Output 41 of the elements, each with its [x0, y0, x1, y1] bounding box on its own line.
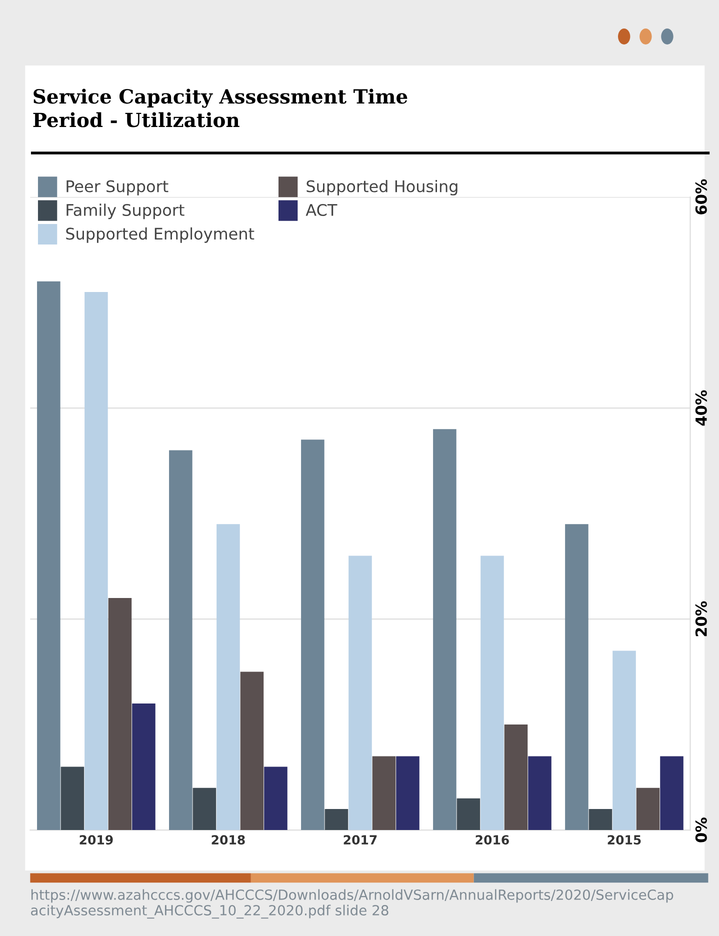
bar	[169, 450, 192, 830]
bar	[504, 724, 528, 830]
bar	[480, 556, 504, 830]
bar	[60, 766, 84, 830]
x-tick-label: 2018	[212, 835, 245, 845]
legend-label: ACT	[306, 204, 338, 216]
x-tick-label: 2019	[80, 835, 113, 845]
bar	[588, 808, 612, 830]
chart-title: Service Capacity Assessment Time Period - Utilization	[33, 88, 408, 128]
bar	[264, 766, 288, 830]
bar	[660, 756, 684, 830]
bar	[324, 808, 348, 830]
x-tick-label: 2016	[476, 835, 509, 845]
bar	[396, 756, 420, 830]
bar	[565, 524, 588, 830]
legend-label: Supported Employment	[66, 227, 254, 243]
bar	[528, 756, 552, 830]
x-tick-label: 2017	[344, 835, 377, 845]
legend-label: Family Support	[66, 204, 184, 220]
legend-label: Peer Support	[66, 180, 168, 196]
y-tick-label: 20%	[695, 601, 707, 636]
y-tick-label: 60%	[695, 179, 707, 214]
bar	[348, 556, 372, 830]
bar	[433, 429, 456, 830]
bar	[372, 756, 396, 830]
bar	[84, 292, 108, 830]
bar	[132, 703, 156, 830]
text: https://www.azahcccs.gov/AHCCCS/Downloads/ArnoldVSarn/AnnualReports/2020/ServiceCapacityAssessment_AHCCCS_10_22_2020.pdf slide 28	[31, 889, 674, 919]
y-tick-label: 40%	[695, 390, 707, 426]
bar	[216, 524, 240, 830]
bar	[240, 672, 264, 830]
x-tick-label: 2015	[608, 835, 641, 845]
bar	[37, 281, 60, 830]
bar	[301, 440, 324, 830]
bar	[612, 650, 636, 830]
bar	[192, 788, 216, 830]
y-tick-label: 0%	[695, 818, 707, 842]
legend-label: Supported Housing	[306, 180, 458, 196]
bar	[108, 598, 132, 830]
bar	[456, 798, 480, 830]
bar	[636, 788, 660, 830]
